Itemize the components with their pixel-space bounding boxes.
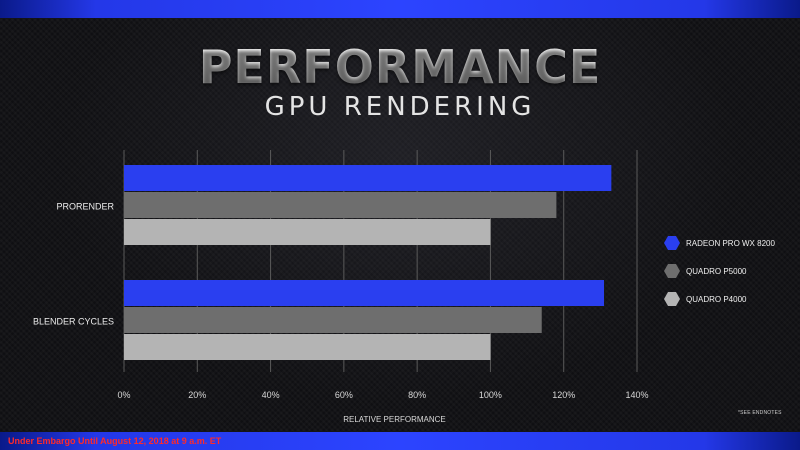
slide-subtitle: GPU RENDERING xyxy=(264,92,536,122)
x-tick-label: 120% xyxy=(552,390,575,400)
bar-quadro-p4000 xyxy=(124,334,491,360)
x-tick-label: 40% xyxy=(262,390,280,400)
legend-label: QUADRO P4000 xyxy=(686,294,747,304)
x-axis-label: RELATIVE PERFORMANCE xyxy=(343,415,446,424)
bottom-accent-bar xyxy=(0,432,800,450)
chart-labels: 0% 20% 40% 60% 80% 100% 120% 140% PRORENDER BLEND… xyxy=(33,202,649,425)
x-tick-label: 100% xyxy=(479,390,502,400)
legend-item-wx8200: RADEON PRO WX 8200 xyxy=(664,232,775,254)
x-tick-label: 0% xyxy=(117,390,130,400)
x-tick-label: 60% xyxy=(335,390,353,400)
slide-title: PERFORMANCE xyxy=(0,40,800,94)
bar-radeon-pro-wx-8200 xyxy=(124,165,612,191)
legend-label: QUADRO P5000 xyxy=(686,266,747,276)
category-label: PRORENDER xyxy=(56,202,114,212)
top-accent-bar xyxy=(0,0,800,18)
legend-item-p5000: QUADRO P5000 xyxy=(664,260,775,282)
legend-swatch-icon xyxy=(664,236,680,250)
bar-radeon-pro-wx-8200 xyxy=(124,280,605,306)
x-tick-label: 80% xyxy=(408,390,426,400)
legend-swatch-icon xyxy=(664,264,680,278)
embargo-notice: Under Embargo Until August 12, 2018 at 9… xyxy=(8,436,222,446)
x-tick-label: 140% xyxy=(625,390,648,400)
bar-quadro-p5000 xyxy=(124,307,542,333)
endnotes-note: *SEE ENDNOTES xyxy=(738,410,782,416)
chart-legend: RADEON PRO WX 8200 QUADRO P5000 QUADRO P… xyxy=(664,232,775,316)
legend-swatch-icon xyxy=(664,292,680,306)
x-tick-label: 20% xyxy=(188,390,206,400)
legend-item-p4000: QUADRO P4000 xyxy=(664,288,775,310)
bar-quadro-p4000 xyxy=(124,219,491,245)
legend-label: RADEON PRO WX 8200 xyxy=(686,238,775,248)
bar-quadro-p5000 xyxy=(124,192,557,218)
chart-bars xyxy=(124,165,612,360)
category-label: BLENDER CYCLES xyxy=(33,317,114,327)
